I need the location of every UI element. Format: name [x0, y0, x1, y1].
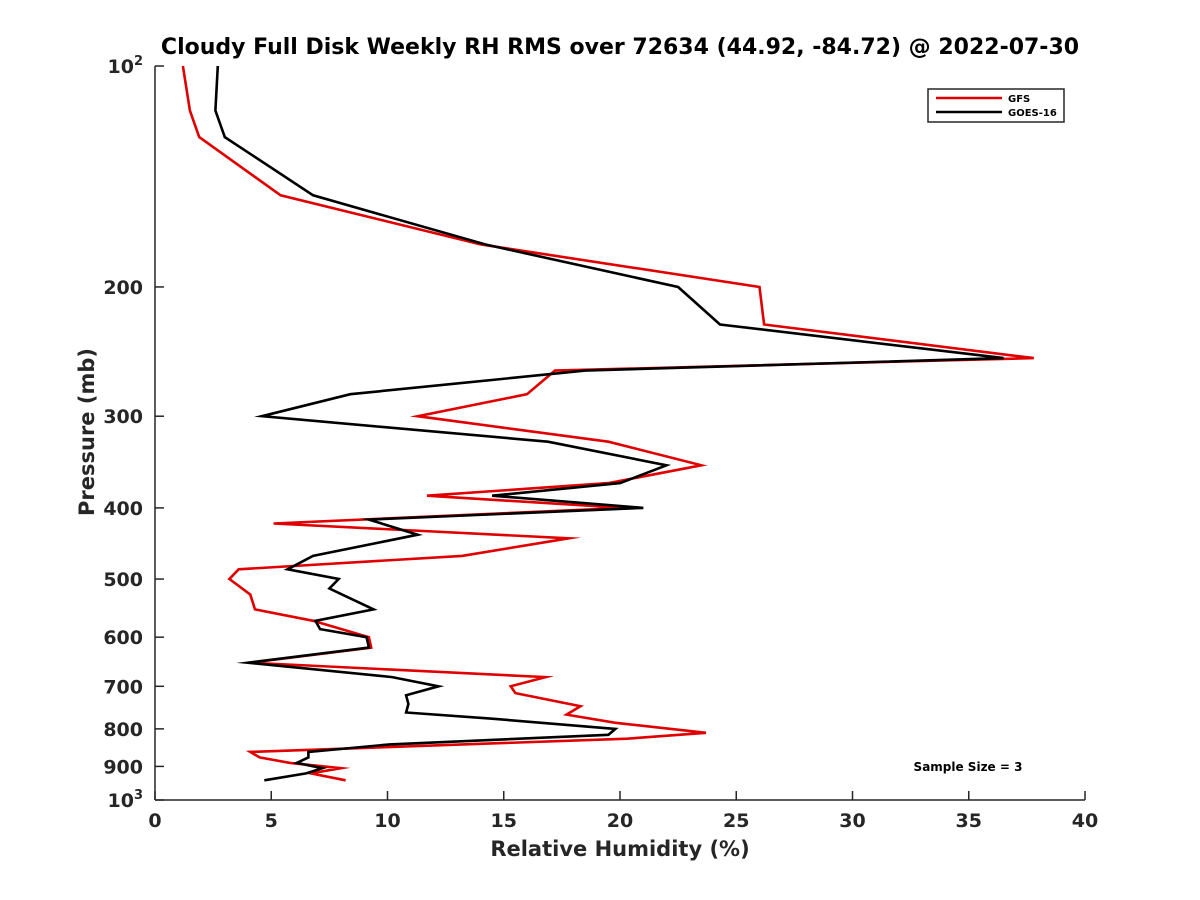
y-tick-exponent: 2: [134, 54, 143, 69]
x-tick-label: 40: [1072, 810, 1098, 832]
x-axis-label: Relative Humidity (%): [490, 837, 749, 861]
y-tick-label: 700: [103, 676, 143, 698]
y-tick-base: 10: [108, 790, 134, 812]
legend-box: [927, 88, 1065, 123]
y-tick-label: 200: [103, 277, 143, 299]
series-line-gfs: [181, 65, 1034, 782]
plot-area: [154, 66, 1085, 801]
series-layer: [181, 65, 1034, 782]
x-tick-label: 25: [723, 810, 749, 832]
x-tick-label: 20: [607, 810, 633, 832]
x-tick-label: 35: [956, 810, 982, 832]
y-tick-exponent: 3: [134, 788, 143, 803]
x-axis: 0 5 10 15 20 25 30 35 40: [148, 791, 1098, 832]
x-tick-label: 0: [148, 810, 161, 832]
y-tick-label: 103: [108, 788, 144, 812]
y-tick-label: 900: [103, 756, 143, 778]
y-tick-label: 600: [103, 627, 143, 649]
series-line-goes-16: [214, 65, 1004, 782]
y-tick-label: 300: [103, 406, 143, 428]
y-tick-label: 500: [103, 569, 143, 591]
sample-size-annotation: Sample Size = 3: [914, 760, 1023, 774]
x-tick-label: 30: [839, 810, 865, 832]
legend: GFS GOES-16: [927, 88, 1065, 123]
plot-background: [155, 66, 1085, 800]
y-tick-label: 400: [103, 498, 143, 520]
y-tick-label: 102: [108, 54, 144, 78]
y-axis-label: Pressure (mb): [75, 348, 99, 516]
legend-label: GFS: [1008, 94, 1030, 105]
chart-title: Cloudy Full Disk Weekly RH RMS over 7263…: [161, 35, 1079, 60]
x-tick-label: 5: [265, 810, 278, 832]
y-tick-label: 800: [103, 719, 143, 741]
legend-label: GOES-16: [1008, 108, 1057, 119]
x-tick-label: 10: [374, 810, 400, 832]
y-tick-base: 10: [108, 56, 134, 78]
x-tick-label: 15: [491, 810, 517, 832]
